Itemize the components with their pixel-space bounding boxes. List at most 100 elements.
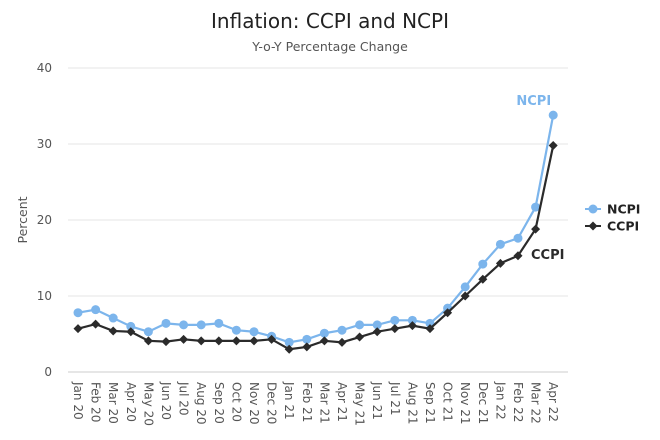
data-point-ccpi — [284, 344, 294, 354]
x-tick-label: Feb 22 — [511, 382, 525, 422]
data-point-ncpi — [161, 318, 171, 328]
data-point-ccpi — [390, 324, 400, 334]
data-point-ncpi — [126, 321, 136, 331]
data-point-ccpi — [337, 337, 347, 347]
x-tick-label: Mar 20 — [106, 382, 120, 424]
data-point-ccpi — [126, 327, 136, 337]
chart-title: Inflation: CCPI and NCPI — [211, 9, 449, 33]
x-tick-label: Oct 21 — [441, 382, 455, 422]
data-point-ccpi — [108, 326, 118, 336]
data-point-ccpi — [355, 332, 365, 342]
data-point-ccpi — [407, 321, 417, 331]
x-tick-label: Jan 22 — [493, 381, 507, 420]
x-axis-ticks: Jan 20 Feb 20 Mar 20 Apr 20 May 20 Jun 20 Jul … — [71, 381, 560, 426]
data-point-ncpi — [355, 320, 365, 330]
x-tick-label: May 21 — [353, 382, 367, 426]
data-point-ncpi — [460, 282, 470, 292]
data-point-ncpi — [302, 334, 312, 344]
annotations: NCPI CCPI — [516, 94, 564, 263]
y-tick-label: 0 — [44, 365, 52, 379]
series-ncpi — [73, 110, 558, 347]
data-point-ncpi — [249, 327, 259, 337]
x-tick-label: Aug 21 — [405, 382, 419, 425]
x-tick-label: Mar 22 — [529, 382, 543, 424]
data-point-ncpi — [407, 315, 417, 325]
series-group — [73, 110, 558, 354]
data-point-ncpi — [143, 327, 153, 337]
data-point-ncpi — [372, 320, 382, 330]
data-point-ccpi — [548, 141, 558, 151]
data-point-ccpi — [179, 334, 189, 344]
data-point-ccpi — [231, 336, 241, 346]
chart-subtitle: Y-o-Y Percentage Change — [251, 39, 408, 54]
x-tick-label: May 20 — [141, 382, 155, 426]
data-point-ccpi — [143, 336, 153, 346]
series-ccpi — [73, 141, 558, 354]
data-point-ccpi — [73, 324, 83, 334]
x-tick-label: Mar 21 — [317, 382, 331, 424]
annotation-ncpi: NCPI — [516, 94, 551, 109]
x-tick-label: Jan 21 — [282, 381, 296, 420]
data-point-ccpi — [196, 336, 206, 346]
x-tick-label: Apr 20 — [124, 382, 138, 422]
legend-label: CCPI — [607, 219, 639, 234]
x-tick-label: Feb 21 — [300, 382, 314, 422]
data-point-ccpi — [460, 291, 470, 301]
data-point-ccpi — [214, 336, 224, 346]
grid — [68, 67, 568, 373]
x-tick-label: Jun 20 — [159, 381, 173, 420]
y-tick-label: 20 — [37, 213, 52, 227]
y-tick-label: 40 — [37, 61, 52, 75]
data-point-ncpi — [284, 337, 294, 347]
x-tick-label: Sep 21 — [423, 382, 437, 424]
x-tick-label: Dec 20 — [265, 382, 279, 424]
data-point-ccpi — [267, 334, 277, 344]
x-tick-label: Apr 22 — [546, 382, 560, 422]
legend-item-ncpi[interactable]: NCPI — [585, 202, 640, 217]
data-point-ncpi — [337, 325, 347, 335]
x-tick-label: Jun 21 — [370, 381, 384, 420]
x-tick-label: Sep 20 — [212, 382, 226, 424]
y-axis-ticks: 0 10 20 30 40 — [37, 61, 52, 379]
data-point-ccpi — [91, 319, 101, 329]
data-point-ncpi — [214, 318, 224, 328]
data-point-ncpi — [179, 320, 189, 330]
legend: NCPI CCPI — [585, 202, 640, 234]
data-point-ccpi — [161, 337, 171, 347]
x-tick-label: Dec 21 — [476, 382, 490, 424]
x-tick-label: Nov 20 — [247, 382, 261, 425]
data-point-ccpi — [372, 327, 382, 337]
y-axis-label: Percent — [15, 196, 30, 243]
data-point-ccpi — [513, 251, 523, 261]
data-point-ccpi — [531, 224, 541, 234]
data-point-ccpi — [478, 274, 488, 284]
data-point-ccpi — [302, 342, 312, 352]
x-tick-label: Oct 20 — [229, 382, 243, 422]
legend-marker-diamond-icon — [588, 221, 598, 231]
data-point-ccpi — [495, 258, 505, 268]
data-point-ccpi — [443, 308, 453, 318]
data-point-ncpi — [73, 308, 83, 318]
data-point-ccpi — [319, 336, 329, 346]
data-point-ncpi — [478, 259, 488, 269]
series-line-ncpi — [77, 114, 555, 344]
data-point-ccpi — [425, 324, 435, 334]
data-point-ccpi — [249, 336, 259, 346]
x-tick-label: Jul 21 — [388, 381, 402, 416]
series-line-ccpi — [77, 145, 555, 351]
data-point-ncpi — [531, 202, 541, 212]
data-point-ncpi — [390, 315, 400, 325]
x-tick-label: Feb 20 — [89, 382, 103, 422]
x-tick-label: Jul 20 — [177, 381, 191, 416]
data-point-ncpi — [108, 313, 118, 323]
data-point-ncpi — [91, 305, 101, 315]
y-tick-label: 30 — [37, 137, 52, 151]
data-point-ncpi — [196, 320, 206, 330]
legend-item-ccpi[interactable]: CCPI — [585, 219, 639, 234]
y-tick-label: 10 — [37, 289, 52, 303]
x-tick-label: Nov 21 — [458, 382, 472, 425]
legend-marker-circle-icon — [588, 204, 598, 214]
annotation-ccpi: CCPI — [531, 248, 564, 263]
x-tick-label: Jan 20 — [71, 381, 85, 420]
